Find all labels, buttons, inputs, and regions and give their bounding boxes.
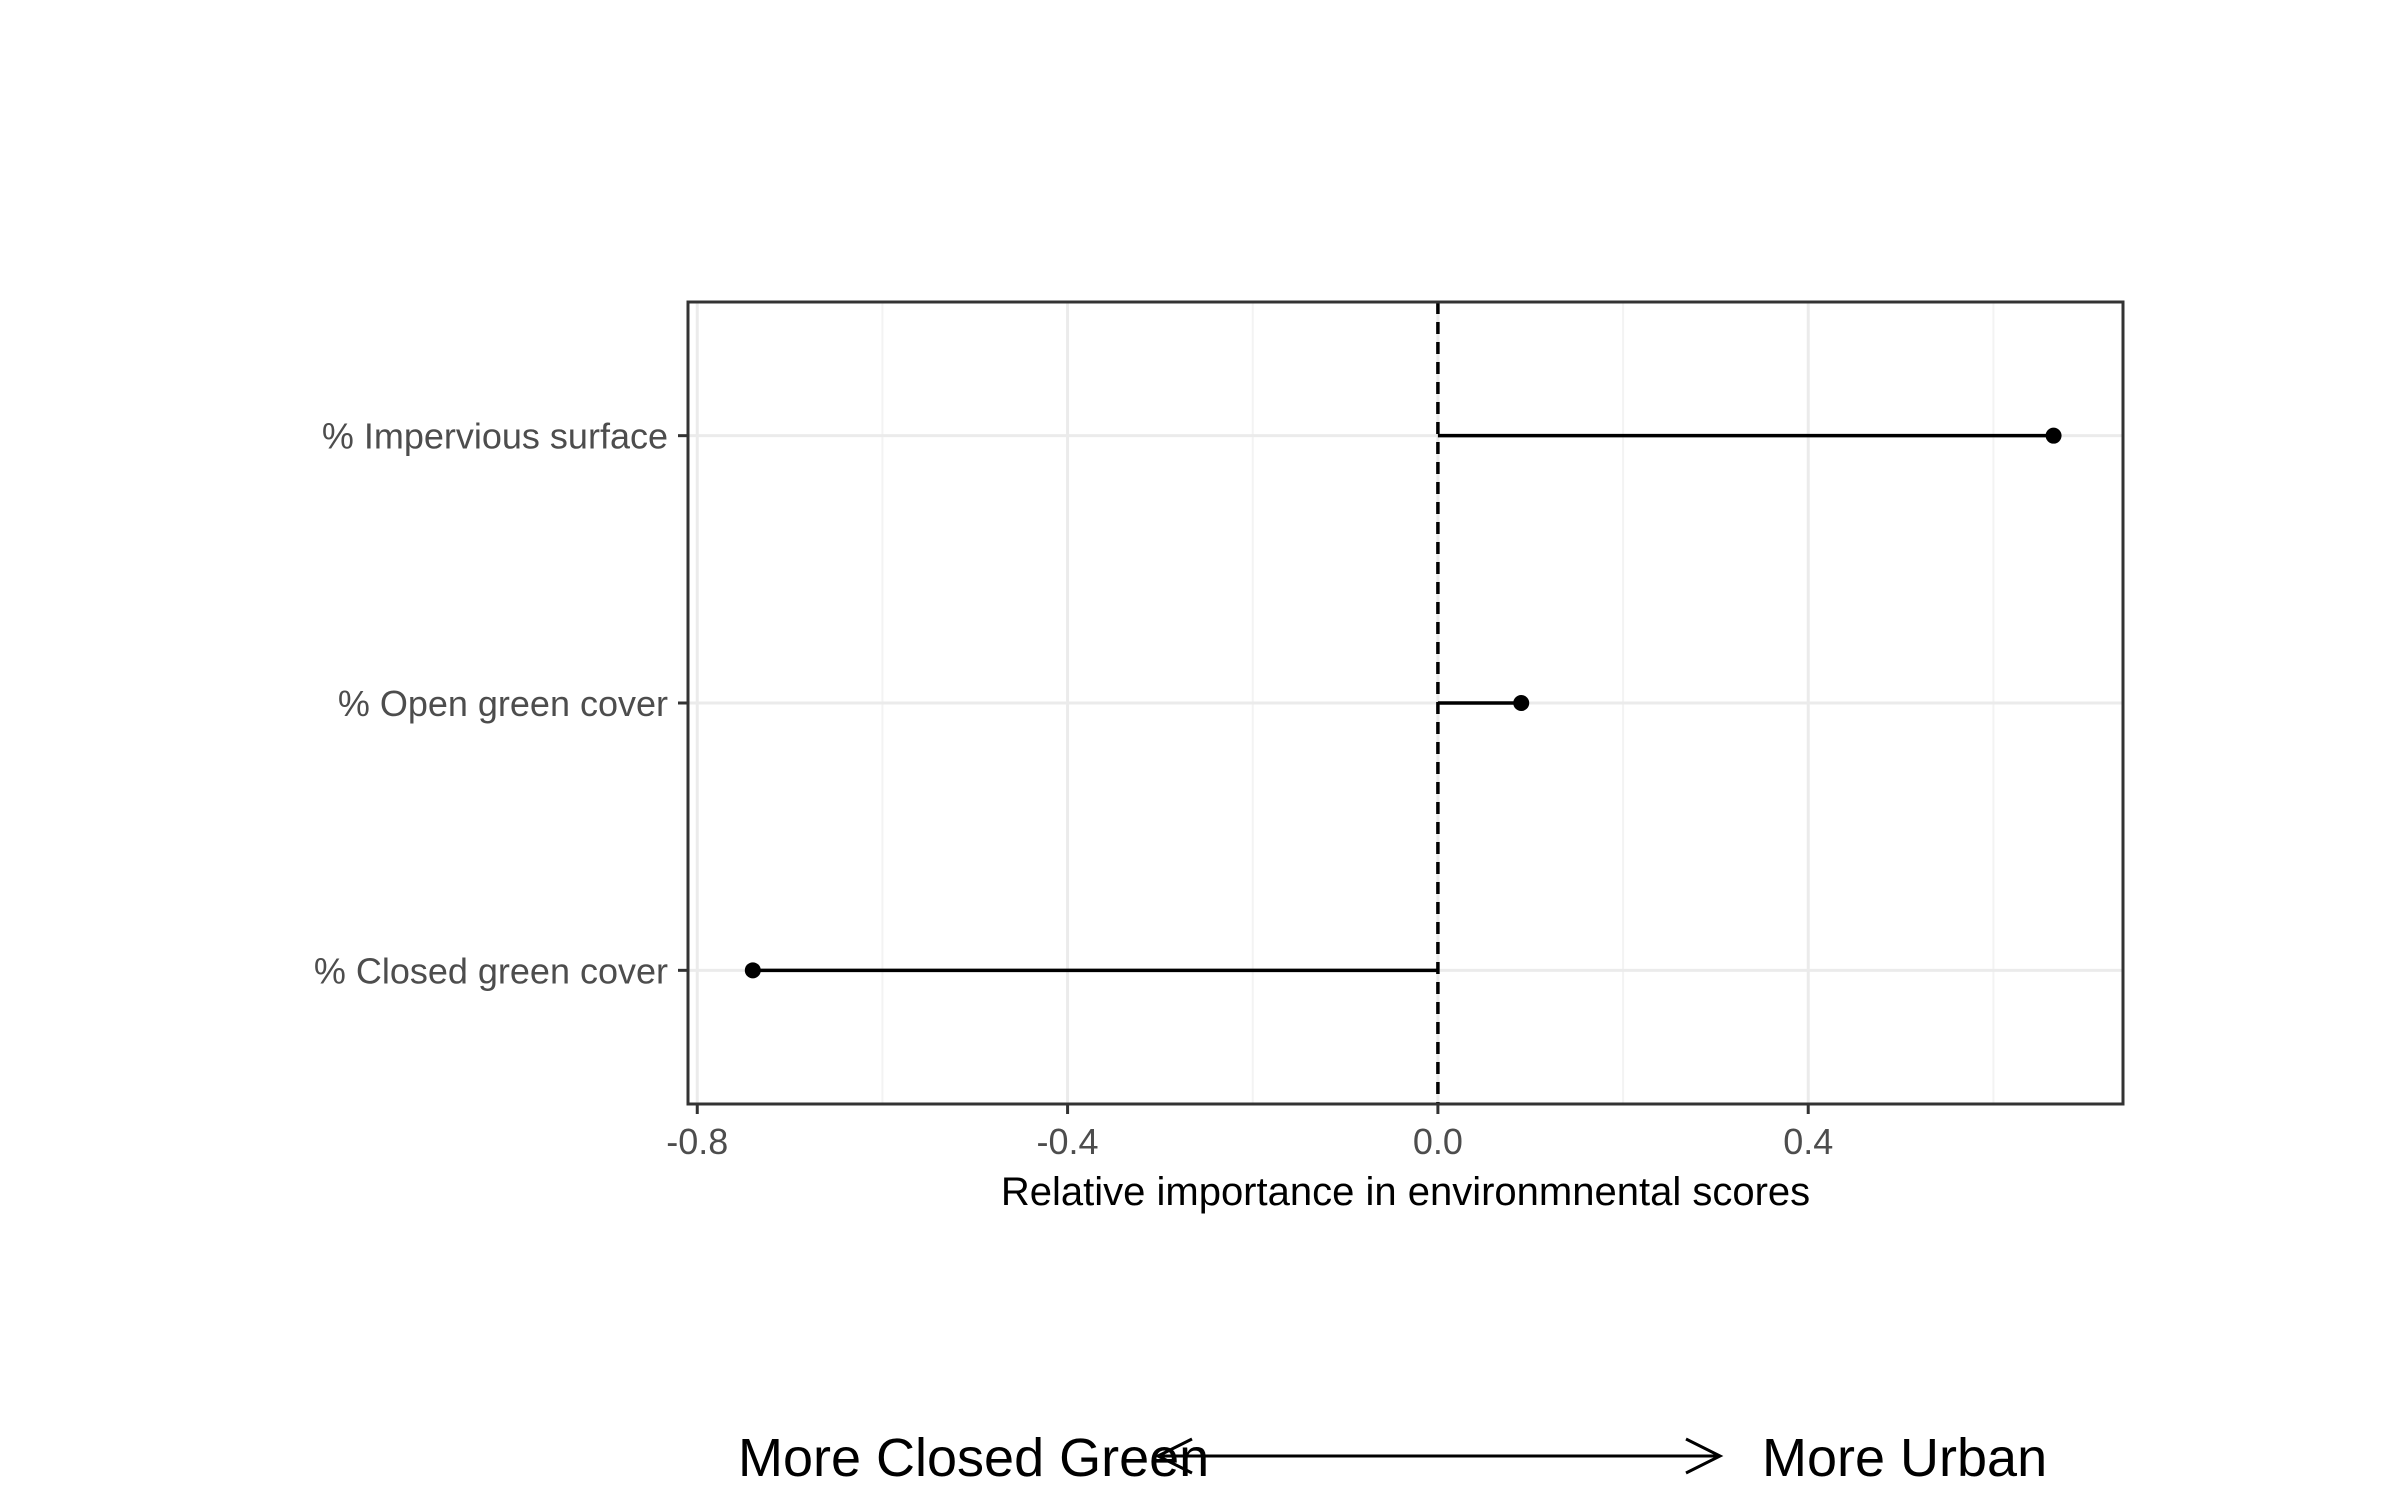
arrow-left-label: More Closed Green [738, 1428, 1209, 1488]
arrow-right-label: More Urban [1762, 1428, 2047, 1488]
x-axis-tick-label: 0.4 [1783, 1121, 1833, 1162]
y-axis-tick-label: % Open green cover [338, 683, 668, 724]
direction-arrow [1154, 1437, 1724, 1475]
lollipop-point [2045, 427, 2062, 444]
x-axis-tick-label: 0.0 [1413, 1121, 1463, 1162]
lollipop-point [1513, 695, 1530, 711]
y-axis-tick-label: % Impervious surface [322, 416, 668, 457]
axis-layer: % Impervious surface % Open green cover % … [314, 416, 1833, 1162]
lollipop-point [744, 962, 761, 979]
arrow-head-left [1154, 1437, 1193, 1475]
x-axis-title: Relative importance in environmnental sc… [1001, 1170, 1810, 1214]
x-axis-tick-label: -0.8 [666, 1121, 728, 1162]
arrow-head-right [1685, 1437, 1724, 1475]
x-axis-tick-label: -0.4 [1037, 1121, 1099, 1162]
data-layer [744, 302, 2062, 1104]
y-axis-tick-label: % Closed green cover [314, 950, 668, 991]
